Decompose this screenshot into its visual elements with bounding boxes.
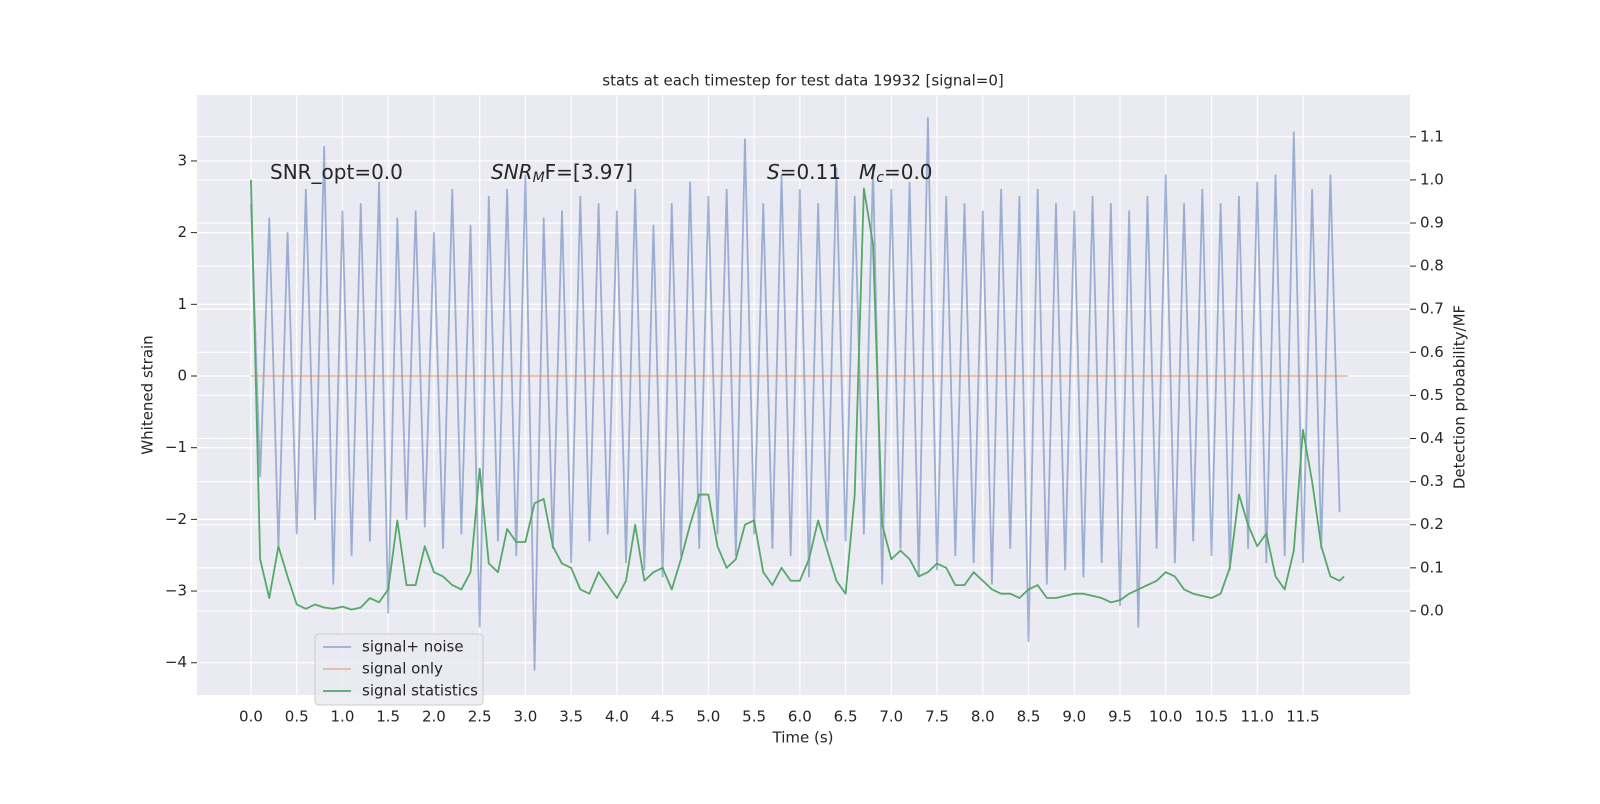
legend-label: signal+ noise [362,638,464,656]
x-tick-label: 1.0 [331,708,355,726]
annotation-base: M [859,160,876,184]
chart-title: stats at each timestep for test data 199… [602,72,1003,90]
annotation-base: SNR [491,160,533,184]
y-tick-label: −4 [165,653,187,671]
y-tick-label: −2 [165,510,187,528]
y2-tick-label: 0.4 [1420,429,1444,447]
x-tick-label: 5.0 [696,708,720,726]
legend-frame [314,633,484,706]
legend: signal+ noise signal only signal statistic… [314,633,484,706]
y-tick-label: −3 [165,582,187,600]
series-line [250,117,1341,671]
annotation-base: S [767,160,780,184]
annotation-sub: c [876,170,884,186]
x-tick-label: 11.0 [1241,708,1274,726]
x-tick-label: 10.0 [1149,708,1182,726]
annotation-rest: =0.11 [780,160,841,184]
annotation-rest: F=[3.97] [545,160,633,184]
y-tick-label: 0 [177,367,187,385]
y2-tick-label: 0.0 [1420,601,1444,619]
annotation: S=0.11 [767,160,841,184]
y2-tick-label: 0.8 [1420,257,1444,275]
x-tick-label: 10.5 [1195,708,1228,726]
y-tick-label: 1 [177,295,187,313]
x-tick-label: 2.0 [422,708,446,726]
y-tick-label: 3 [177,151,187,169]
x-tick-label: 5.5 [742,708,766,726]
x-tick-label: 2.5 [468,708,492,726]
x-tick-label: 0.0 [239,708,263,726]
series-line [250,179,1345,611]
y2-tick-label: 0.3 [1420,472,1444,490]
y2-tick-label: 1.0 [1420,170,1444,188]
x-tick-label: 7.0 [879,708,903,726]
x-tick-label: 3.0 [513,708,537,726]
y2-tick-label: 0.6 [1420,343,1444,361]
legend-label: signal statistics [362,682,478,700]
x-tick-label: 1.5 [376,708,400,726]
x-tick-label: 4.0 [605,708,629,726]
y2-tick-label: 0.1 [1420,558,1444,576]
x-tick-label: 6.0 [788,708,812,726]
x-tick-label: 9.5 [1108,708,1132,726]
annotation: SNR_opt=0.0 [270,160,403,184]
x-tick-label: 7.5 [925,708,949,726]
annotation-sub: M [533,170,545,186]
y2-axis-label: Detection probability/MF [1451,305,1469,489]
legend-label: signal only [362,660,443,678]
x-tick-label: 8.0 [971,708,995,726]
y2-tick-label: 1.1 [1420,127,1444,145]
x-tick-label: 8.5 [1017,708,1041,726]
y2-tick-label: 0.7 [1420,300,1444,318]
y-axis-label: Whitened strain [139,335,157,454]
y-tick-label: −1 [165,438,187,456]
y2-tick-label: 0.9 [1420,214,1444,232]
x-tick-label: 4.5 [651,708,675,726]
annotation-text: SNR_opt=0.0 [270,160,403,184]
y-tick-label: 2 [177,223,187,241]
annotation: SNRMF=[3.97] [491,160,633,187]
x-tick-label: 11.5 [1286,708,1319,726]
annotation-rest: =0.0 [884,160,933,184]
x-axis-label: Time (s) [772,729,834,747]
y2-tick-label: 0.5 [1420,386,1444,404]
x-tick-label: 6.5 [834,708,858,726]
x-tick-label: 3.5 [559,708,583,726]
y2-tick-label: 0.2 [1420,515,1444,533]
annotation: Mc=0.0 [859,160,933,187]
x-tick-label: 9.0 [1062,708,1086,726]
x-tick-label: 0.5 [285,708,309,726]
